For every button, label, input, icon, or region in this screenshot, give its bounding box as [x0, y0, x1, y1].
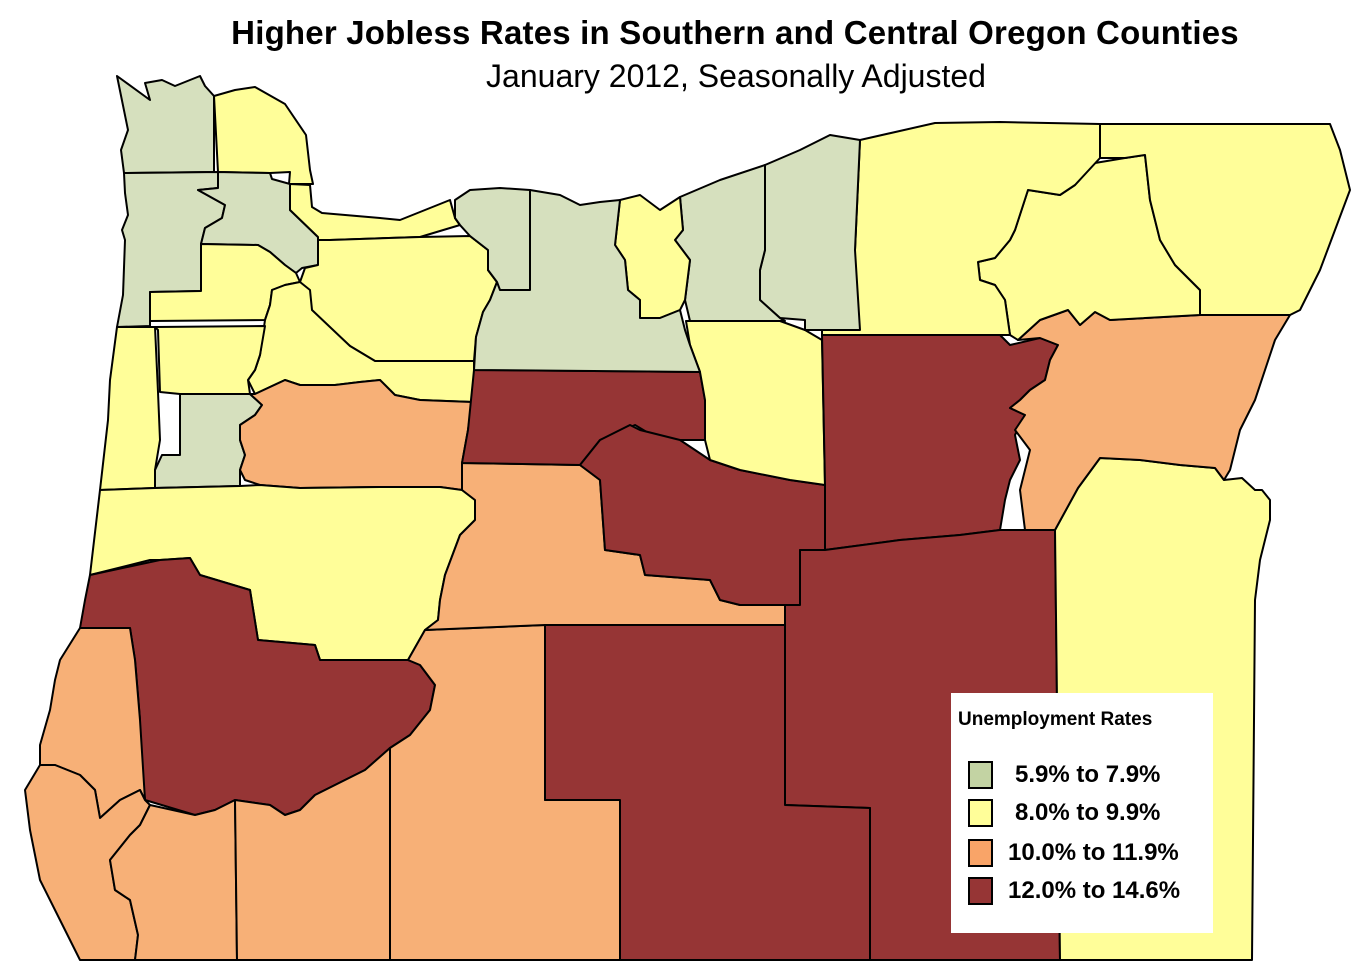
legend: Unemployment Rates 5.9% to 7.9% 8.0% to … — [951, 693, 1213, 933]
county-hood-river[interactable] — [454, 187, 531, 291]
county-multnomah[interactable] — [289, 183, 461, 241]
legend-item-orange: 10.0% to 11.9% — [968, 839, 1208, 869]
county-wallowa[interactable] — [1099, 123, 1351, 316]
county-clatsop[interactable] — [116, 75, 215, 174]
county-polk[interactable] — [154, 325, 266, 395]
county-columbia[interactable] — [213, 86, 314, 185]
legend-swatch-darkred — [968, 877, 993, 905]
county-lincoln[interactable] — [99, 326, 161, 491]
legend-swatch-yellow — [968, 799, 993, 827]
legend-title: Unemployment Rates — [958, 709, 1153, 730]
legend-label: 12.0% to 14.6% — [1008, 877, 1181, 904]
legend-label: 5.9% to 7.9% — [1015, 761, 1161, 788]
county-josephine[interactable] — [109, 799, 238, 961]
legend-item-green: 5.9% to 7.9% — [968, 761, 1208, 791]
legend-label: 10.0% to 11.9% — [1008, 839, 1179, 866]
legend-label: 8.0% to 9.9% — [1015, 799, 1161, 826]
map-subtitle: January 2012, Seasonally Adjusted — [486, 58, 986, 94]
legend-item-darkred: 12.0% to 14.6% — [968, 877, 1208, 907]
legend-swatch-orange — [968, 839, 993, 867]
county-lake[interactable] — [544, 624, 871, 961]
county-morrow[interactable] — [759, 134, 861, 331]
map-title: Higher Jobless Rates in Southern and Cen… — [231, 14, 1239, 51]
legend-swatch-green — [968, 761, 993, 789]
legend-item-yellow: 8.0% to 9.9% — [968, 799, 1208, 829]
county-jackson[interactable] — [234, 747, 391, 961]
